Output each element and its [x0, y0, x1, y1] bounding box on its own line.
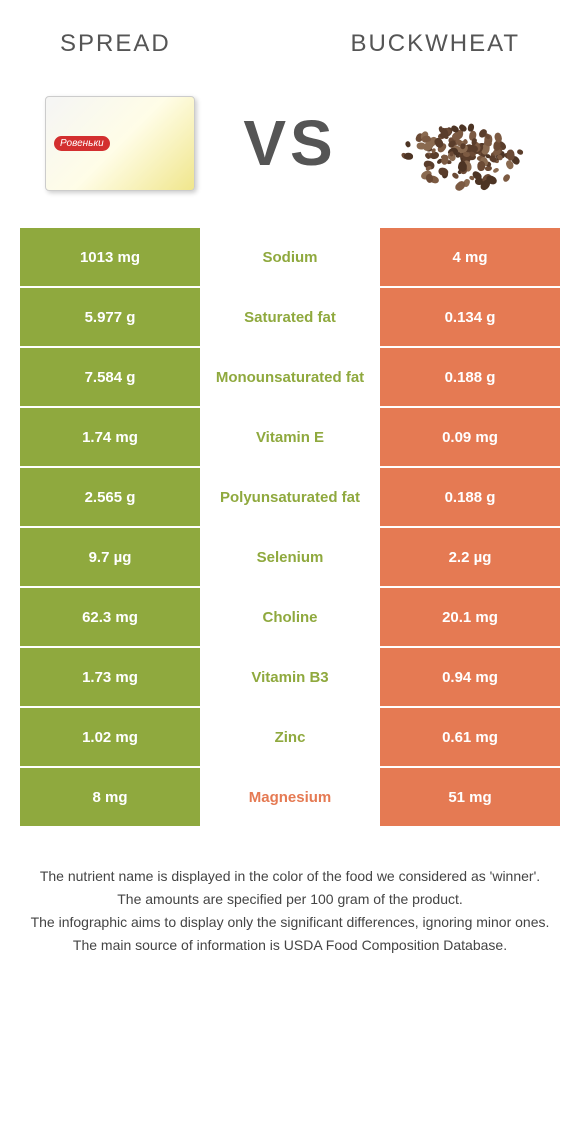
table-row: 7.584 gMonounsaturated fat0.188 g: [20, 348, 560, 406]
nutrient-label: Zinc: [200, 708, 380, 766]
left-value: 1013 mg: [20, 228, 200, 286]
footer-line: The main source of information is USDA F…: [20, 935, 560, 956]
left-value: 62.3 mg: [20, 588, 200, 646]
table-row: 1.02 mgZinc0.61 mg: [20, 708, 560, 766]
nutrient-label: Vitamin E: [200, 408, 380, 466]
table-row: 62.3 mgCholine20.1 mg: [20, 588, 560, 646]
table-row: 8 mgMagnesium51 mg: [20, 768, 560, 826]
table-row: 1.73 mgVitamin B30.94 mg: [20, 648, 560, 706]
left-value: 1.02 mg: [20, 708, 200, 766]
left-value: 9.7 µg: [20, 528, 200, 586]
table-row: 1.74 mgVitamin E0.09 mg: [20, 408, 560, 466]
table-row: 5.977 gSaturated fat0.134 g: [20, 288, 560, 346]
table-row: 9.7 µgSelenium2.2 µg: [20, 528, 560, 586]
right-value: 2.2 µg: [380, 528, 560, 586]
buckwheat-image: [380, 88, 540, 198]
spread-brand-label: Ровеньки: [54, 136, 110, 151]
nutrient-label: Vitamin B3: [200, 648, 380, 706]
left-value: 2.565 g: [20, 468, 200, 526]
nutrient-label: Selenium: [200, 528, 380, 586]
footer-notes: The nutrient name is displayed in the co…: [20, 866, 560, 956]
left-value: 8 mg: [20, 768, 200, 826]
footer-line: The nutrient name is displayed in the co…: [20, 866, 560, 887]
left-value: 5.977 g: [20, 288, 200, 346]
right-value: 0.09 mg: [380, 408, 560, 466]
right-value: 0.61 mg: [380, 708, 560, 766]
title-row: SPREAD BUCKWHEAT: [0, 0, 580, 78]
footer-line: The infographic aims to display only the…: [20, 912, 560, 933]
table-row: 2.565 gPolyunsaturated fat0.188 g: [20, 468, 560, 526]
right-value: 4 mg: [380, 228, 560, 286]
left-value: 1.74 mg: [20, 408, 200, 466]
right-value: 20.1 mg: [380, 588, 560, 646]
nutrient-label: Monounsaturated fat: [200, 348, 380, 406]
footer-line: The amounts are specified per 100 gram o…: [20, 889, 560, 910]
right-title: BUCKWHEAT: [350, 30, 520, 58]
right-value: 0.188 g: [380, 348, 560, 406]
left-value: 7.584 g: [20, 348, 200, 406]
nutrient-label: Choline: [200, 588, 380, 646]
nutrient-label: Polyunsaturated fat: [200, 468, 380, 526]
nutrient-label: Saturated fat: [200, 288, 380, 346]
spread-image: Ровеньки: [40, 88, 200, 198]
nutrient-label: Sodium: [200, 228, 380, 286]
nutrition-table: 1013 mgSodium4 mg5.977 gSaturated fat0.1…: [20, 228, 560, 826]
right-value: 51 mg: [380, 768, 560, 826]
vs-row: Ровеньки VS: [0, 78, 580, 228]
vs-label: VS: [243, 106, 336, 180]
right-value: 0.188 g: [380, 468, 560, 526]
table-row: 1013 mgSodium4 mg: [20, 228, 560, 286]
nutrient-label: Magnesium: [200, 768, 380, 826]
right-value: 0.134 g: [380, 288, 560, 346]
left-title: SPREAD: [60, 30, 171, 58]
right-value: 0.94 mg: [380, 648, 560, 706]
left-value: 1.73 mg: [20, 648, 200, 706]
